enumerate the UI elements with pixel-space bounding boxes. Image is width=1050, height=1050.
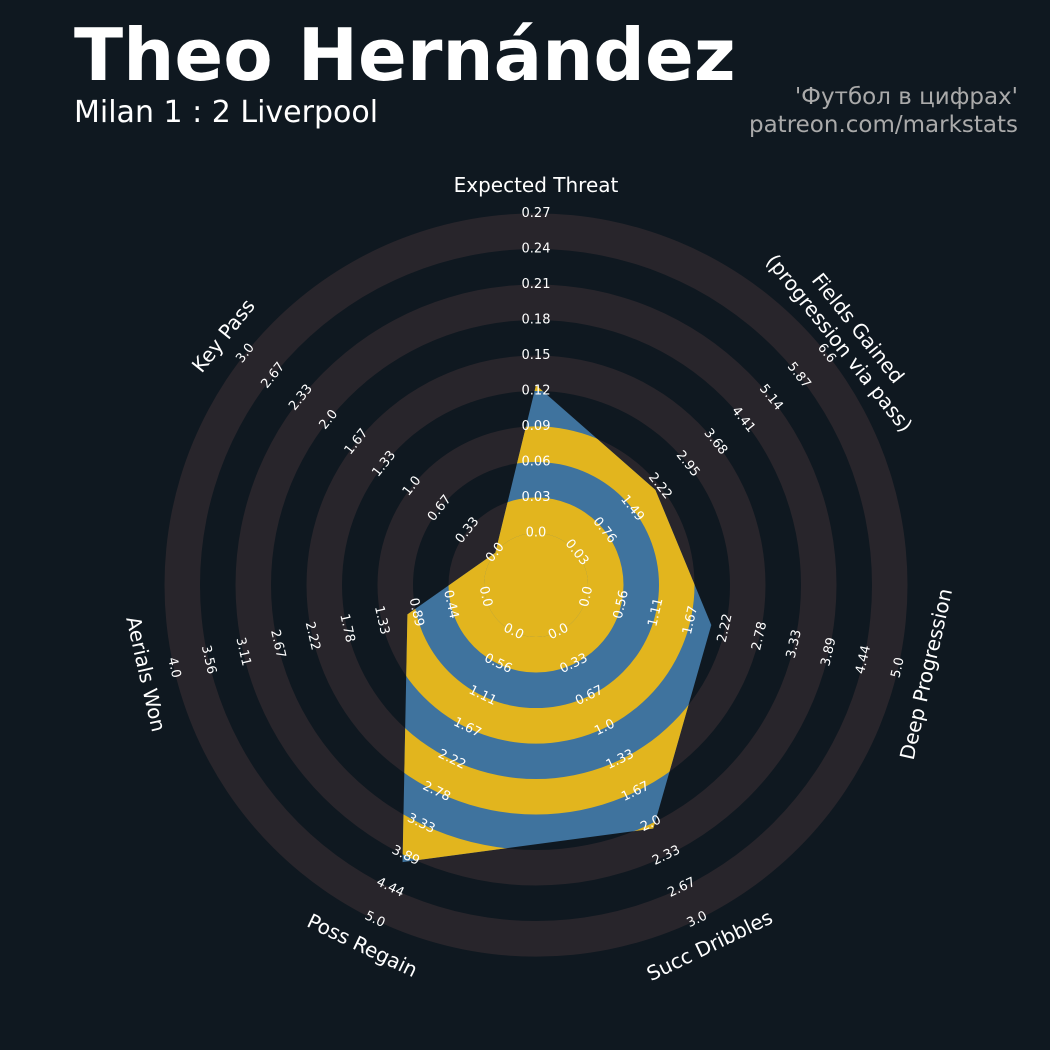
tick-label: 0.89 — [406, 597, 427, 629]
tick-label: 0.21 — [522, 277, 551, 292]
tick-label: 0.12 — [522, 384, 551, 399]
tick-label: 1.67 — [680, 604, 701, 636]
tick-label: 0.18 — [522, 313, 551, 328]
credit: patreon.com/markstats — [749, 112, 1018, 138]
tick-label: 0.0 — [476, 585, 495, 609]
tick-label: 3.33 — [784, 628, 805, 660]
tick-label: 0.27 — [522, 206, 551, 221]
tick-label: 1.11 — [645, 597, 666, 629]
tick-label: 0.0 — [577, 585, 596, 609]
param-label: Expected Threat — [454, 173, 619, 197]
tick-label: 0.06 — [522, 455, 551, 470]
tick-label: 2.22 — [715, 612, 736, 644]
tick-label: 0.56 — [611, 589, 632, 621]
tick-label: 3.89 — [818, 636, 839, 668]
tick-label: 3.11 — [233, 636, 254, 668]
tick-label: 5.0 — [889, 656, 908, 680]
credit: 'Футбол в цифрах' — [795, 84, 1018, 110]
tick-label: 0.03 — [522, 490, 551, 505]
tick-label: 4.0 — [164, 656, 183, 680]
tick-label: 2.78 — [749, 620, 770, 652]
tick-label: 1.33 — [371, 604, 392, 636]
tick-label: 0.44 — [440, 589, 461, 621]
tick-label: 4.44 — [853, 644, 874, 676]
tick-label: 2.67 — [267, 628, 288, 660]
tick-label: 0.0 — [526, 526, 547, 541]
tick-label: 2.22 — [302, 620, 323, 652]
chart-subtitle: Milan 1 : 2 Liverpool — [74, 95, 378, 130]
chart-title: Theo Hernández — [74, 13, 736, 97]
tick-label: 0.09 — [522, 419, 551, 434]
tick-label: 3.56 — [198, 644, 219, 676]
tick-label: 0.15 — [522, 348, 551, 363]
tick-label: 0.24 — [522, 242, 551, 257]
tick-label: 1.78 — [336, 612, 357, 644]
center-circle — [484, 533, 588, 637]
